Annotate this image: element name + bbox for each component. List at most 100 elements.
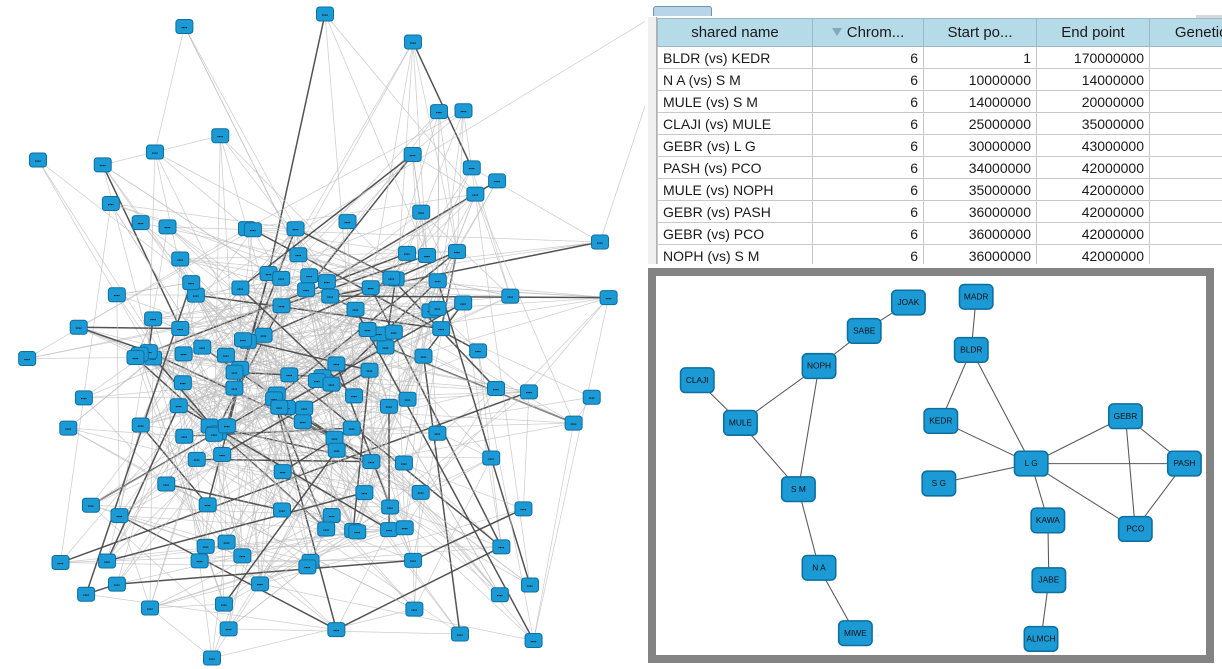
cell-genetic[interactable]: 11.4: [1149, 156, 1222, 179]
hairball-node[interactable]: [98, 553, 117, 569]
cell-start_point[interactable]: 25000000: [923, 112, 1037, 135]
hairball-node[interactable]: [69, 319, 88, 335]
hairball-node[interactable]: [316, 6, 334, 22]
diagram-node-kawa[interactable]: KAWA: [1030, 507, 1066, 534]
cell-end_point[interactable]: 42000000: [1036, 244, 1150, 264]
hairball-node[interactable]: [144, 311, 163, 327]
hairball-node[interactable]: [362, 454, 381, 470]
cell-shared_name[interactable]: N A (vs) S M: [657, 68, 813, 91]
hairball-node[interactable]: [217, 418, 236, 434]
cell-chromosome[interactable]: 6: [812, 90, 924, 113]
diagram-node-kedr[interactable]: KEDR: [923, 407, 959, 435]
diagram-node-s-m[interactable]: S M: [780, 476, 816, 503]
diagram-node-madr[interactable]: MADR: [958, 283, 994, 310]
hairball-node[interactable]: [214, 596, 233, 612]
diagram-edge[interactable]: [1030, 463, 1136, 530]
cell-shared_name[interactable]: BLDR (vs) KEDR: [657, 46, 813, 69]
cell-end_point[interactable]: 42000000: [1036, 222, 1150, 245]
hairball-node[interactable]: [469, 343, 488, 359]
hairball-node[interactable]: [171, 251, 190, 267]
hairball-node[interactable]: [203, 650, 221, 666]
diagram-node-pco[interactable]: PCO: [1117, 515, 1153, 543]
cell-genetic[interactable]: 8.9: [1149, 200, 1222, 223]
hairball-node[interactable]: [428, 273, 447, 289]
hairball-node[interactable]: [193, 339, 212, 355]
hairball-node[interactable]: [300, 268, 319, 284]
table-row[interactable]: GEBR (vs) PCO636000000420000008.4: [657, 222, 1222, 245]
cell-shared_name[interactable]: CLAJI (vs) MULE: [657, 112, 813, 135]
hairball-node[interactable]: [338, 214, 357, 230]
diagram-node-bldr[interactable]: BLDR: [953, 336, 989, 363]
hairball-node[interactable]: [519, 384, 538, 400]
diagram-node-miwe[interactable]: MIWE: [837, 620, 873, 647]
hairball-node[interactable]: [379, 398, 398, 414]
table-vertical-scrollbar[interactable]: [648, 17, 657, 264]
results-table-panel[interactable]: shared name Chrom... Start po... End point G…: [648, 6, 1222, 264]
diagram-node-l-g[interactable]: L G: [1013, 450, 1049, 477]
cell-chromosome[interactable]: 6: [812, 68, 924, 91]
hairball-node[interactable]: [599, 290, 618, 306]
cell-start_point[interactable]: 36000000: [923, 222, 1037, 245]
hairball-node[interactable]: [190, 553, 209, 569]
hairball-node[interactable]: [342, 420, 361, 436]
hairball-node[interactable]: [101, 195, 120, 211]
hairball-node[interactable]: [196, 538, 215, 554]
hairball-node[interactable]: [382, 270, 401, 286]
table-header-row[interactable]: shared name Chrom... Start po... End point G…: [657, 18, 1222, 47]
diagram-node-joak[interactable]: JOAK: [890, 289, 926, 316]
cell-start_point[interactable]: 35000000: [923, 178, 1037, 201]
column-header-shared_name[interactable]: shared name: [657, 18, 813, 47]
diagram-node-mule[interactable]: MULE: [722, 409, 758, 436]
table-row[interactable]: N A (vs) S M610000000140000006.6: [657, 68, 1222, 91]
hairball-node[interactable]: [110, 508, 129, 524]
hairball-node[interactable]: [414, 348, 433, 364]
hairball-node[interactable]: [217, 534, 236, 550]
hairball-node[interactable]: [93, 157, 112, 173]
table-row[interactable]: PASH (vs) PCO6340000004200000011.4: [657, 156, 1222, 179]
column-header-chromosome[interactable]: Chrom...: [812, 18, 924, 47]
cell-shared_name[interactable]: GEBR (vs) PCO: [657, 222, 813, 245]
hairball-node[interactable]: [411, 484, 430, 500]
hairball-node[interactable]: [514, 501, 533, 517]
diagram-edge[interactable]: [1124, 416, 1136, 530]
hairball-node[interactable]: [521, 577, 539, 593]
hairball-node[interactable]: [74, 390, 93, 406]
column-header-end_point[interactable]: End point: [1036, 18, 1150, 47]
hairball-node[interactable]: [171, 321, 190, 337]
column-header-start_point[interactable]: Start po...: [923, 18, 1037, 47]
hairball-node[interactable]: [213, 446, 232, 462]
table-row[interactable]: MULE (vs) S M614000000200000007.5: [657, 90, 1222, 113]
hairball-node[interactable]: [18, 351, 37, 367]
hairball-node[interactable]: [289, 247, 308, 263]
hairball-node[interactable]: [198, 497, 217, 513]
hairball-node[interactable]: [361, 280, 380, 296]
diagram-node-claji[interactable]: CLAJI: [679, 367, 715, 394]
cell-shared_name[interactable]: GEBR (vs) PASH: [657, 200, 813, 223]
hairball-node[interactable]: [233, 548, 252, 564]
diagram-node-noph[interactable]: NOPH: [801, 352, 837, 380]
cell-genetic[interactable]: 192.0: [1149, 46, 1222, 69]
hairball-node[interactable]: [394, 455, 413, 471]
cell-chromosome[interactable]: 6: [812, 112, 924, 135]
cell-genetic[interactable]: 7.5: [1149, 90, 1222, 113]
hairball-node[interactable]: [404, 552, 423, 568]
cell-end_point[interactable]: 43000000: [1036, 134, 1150, 157]
hairball-node[interactable]: [243, 222, 262, 238]
cell-end_point[interactable]: 14000000: [1036, 68, 1150, 91]
hairball-node[interactable]: [225, 380, 244, 396]
cell-chromosome[interactable]: 6: [812, 156, 924, 179]
table-row[interactable]: GEBR (vs) L G6300000004300000016.9: [657, 134, 1222, 157]
hairball-node[interactable]: [29, 152, 47, 168]
hairball-node[interactable]: [272, 298, 291, 314]
hairball-node[interactable]: [131, 417, 150, 433]
hairball-node[interactable]: [381, 499, 400, 515]
hairball-node[interactable]: [173, 375, 192, 391]
diagram-node-almch[interactable]: ALMCH: [1023, 625, 1059, 652]
hairball-node[interactable]: [418, 248, 437, 264]
hairball-node[interactable]: [403, 147, 422, 163]
hairball-node[interactable]: [126, 349, 145, 365]
hairball-node[interactable]: [77, 586, 96, 602]
hairball-node[interactable]: [169, 398, 188, 414]
hairball-node[interactable]: [582, 389, 601, 405]
cell-start_point[interactable]: 30000000: [923, 134, 1037, 157]
